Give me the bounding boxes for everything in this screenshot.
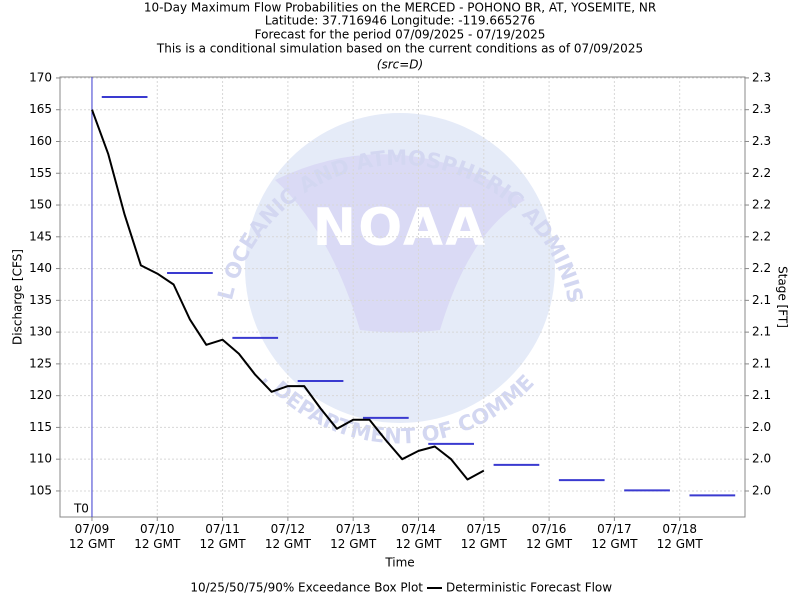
- x-tick-label: 07/14 12 GMT: [395, 522, 442, 551]
- y2-tick-label: 2.0: [752, 484, 771, 498]
- x-tick-label: 07/15 12 GMT: [460, 522, 507, 551]
- y-tick-label: 120: [29, 388, 52, 402]
- x-tick-label: 07/10 12 GMT: [134, 522, 181, 551]
- y2-tick-label: 2.2: [752, 166, 771, 180]
- y2-tick-label: 2.1: [752, 356, 771, 370]
- y-tick-label: 105: [29, 483, 52, 497]
- x-tick-label: 07/18 12 GMT: [656, 522, 703, 551]
- y-axis-label: Discharge [CFS]: [11, 249, 25, 345]
- watermark-center: NOAA: [313, 198, 488, 258]
- t0-label: T0: [73, 502, 89, 516]
- y2-tick-label: 2.1: [752, 293, 771, 307]
- y2-axis-label: Stage [FT]: [776, 266, 790, 328]
- watermark-bird: [275, 154, 525, 333]
- y-tick-label: 155: [29, 166, 52, 180]
- y2-tick-label: 2.2: [752, 229, 771, 243]
- x-axis-label: Time: [384, 556, 414, 570]
- y-tick-label: 170: [29, 70, 52, 84]
- y2-tick-label: 2.3: [752, 70, 771, 84]
- subtitle: (src=D): [377, 58, 423, 72]
- y2-tick-label: 2.1: [752, 388, 771, 402]
- y2-tick-label: 2.1: [752, 325, 771, 339]
- y-tick-label: 110: [29, 452, 52, 466]
- x-tick-label: 07/13 12 GMT: [330, 522, 377, 551]
- y2-tick-label: 2.2: [752, 198, 771, 212]
- legend-label: Deterministic Forecast Flow: [446, 581, 612, 595]
- y2-tick-label: 2.2: [752, 261, 771, 275]
- y-tick-label: 115: [29, 420, 52, 434]
- y2-tick-label: 2.3: [752, 102, 771, 116]
- title-line: This is a conditional simulation based o…: [156, 42, 643, 56]
- plot-frame: [59, 76, 746, 518]
- y-tick-label: 125: [29, 356, 52, 370]
- y2-tick-label: 2.0: [752, 452, 771, 466]
- x-tick-label: 07/17 12 GMT: [591, 522, 638, 551]
- title-line: Forecast for the period 07/09/2025 - 07/…: [255, 28, 546, 42]
- y2-tick-label: 2.0: [752, 420, 771, 434]
- y-tick-label: 165: [29, 102, 52, 116]
- title-line: Latitude: 37.716946 Longitude: -119.6652…: [265, 14, 535, 28]
- y-tick-label: 160: [29, 134, 52, 148]
- y2-tick-label: 2.3: [752, 134, 771, 148]
- y-tick-label: 140: [29, 261, 52, 275]
- legend-label: 10/25/50/75/90% Exceedance Box Plot: [190, 581, 423, 595]
- y-tick-label: 145: [29, 229, 52, 243]
- forecast-line: [91, 109, 485, 481]
- title-line: 10-Day Maximum Flow Probabilities on the…: [144, 1, 656, 15]
- y-tick-label: 135: [29, 293, 52, 307]
- x-tick-label: 07/16 12 GMT: [526, 522, 573, 551]
- x-tick-label: 07/12 12 GMT: [264, 522, 311, 551]
- x-tick-label: 07/09 12 GMT: [68, 522, 115, 551]
- x-tick-label: 07/11 12 GMT: [199, 522, 246, 551]
- y-tick-label: 150: [29, 198, 52, 212]
- y-tick-label: 130: [29, 325, 52, 339]
- watermark: NOAA NATIONAL OCEANIC AND ATMOSPHERIC AD…: [0, 0, 588, 449]
